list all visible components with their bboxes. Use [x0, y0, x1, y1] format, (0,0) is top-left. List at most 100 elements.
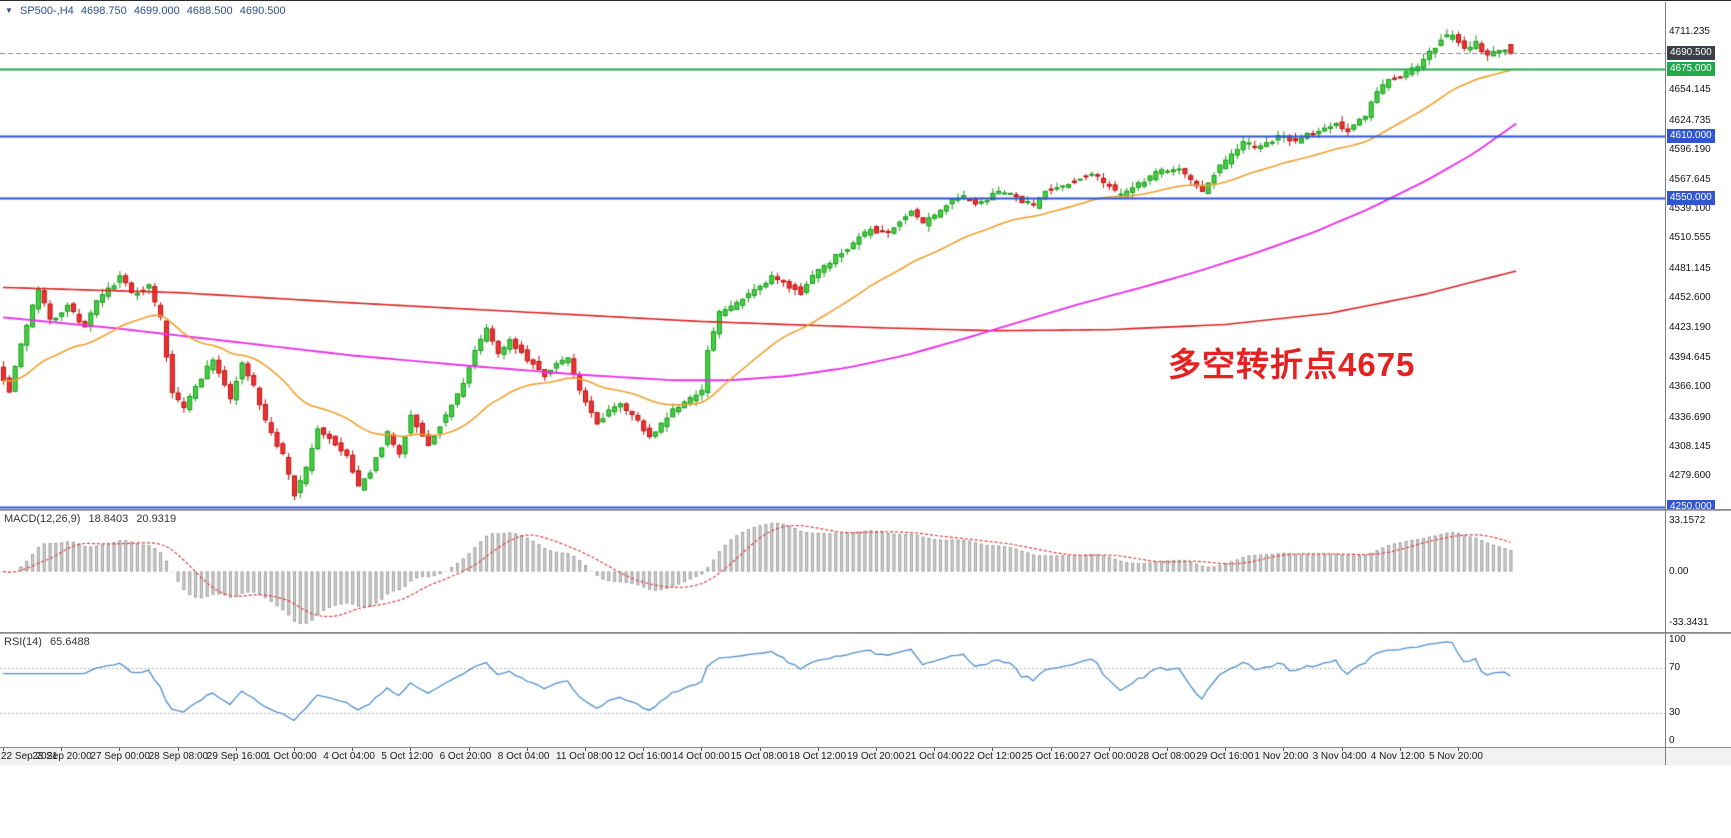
time-tick-label: 6 Oct 20:00 [439, 751, 492, 762]
macd-label: MACD(12,26,9) 18.8403 20.9319 [4, 513, 181, 525]
time-tick-label: 21 Oct 04:00 [905, 751, 963, 762]
time-tick-mark [3, 748, 4, 751]
price-badge-4690.500: 4690.500 [1667, 46, 1715, 60]
macd-name: MACD(12,26,9) [4, 513, 81, 525]
time-tick-mark [1167, 748, 1168, 751]
time-tick-mark [934, 748, 935, 751]
rsi-axis-label: 30 [1669, 707, 1681, 719]
time-tick-mark [61, 748, 62, 751]
time-tick-label: 19 Oct 20:00 [847, 751, 905, 762]
time-tick-mark [1400, 748, 1401, 751]
time-tick-label: 1 Nov 20:00 [1254, 751, 1309, 762]
macd-canvas[interactable] [0, 511, 1665, 632]
price-tick-label: 4596.190 [1669, 144, 1711, 156]
time-tick-label: 15 Oct 08:00 [730, 751, 788, 762]
panel-separator[interactable] [0, 509, 1731, 511]
annotation-text[interactable]: 多空转折点4675 [1168, 346, 1416, 383]
price-tick-label: 4279.600 [1669, 470, 1711, 482]
time-tick-label: 28 Oct 08:00 [1138, 751, 1196, 762]
rsi-panel: RSI(14) 65.6488 100 70 30 0 [0, 634, 1731, 747]
low-value: 4688.500 [186, 5, 233, 17]
price-tick-label: 4481.145 [1669, 262, 1711, 274]
time-tick-label: 12 Oct 16:00 [614, 751, 672, 762]
time-axis[interactable]: 22 Sep 2021 23 Sep 20:00 27 Sep 00:00 28 Se… [0, 747, 1731, 765]
macd-signal-value: 20.9319 [136, 513, 177, 525]
time-tick-mark [178, 748, 179, 751]
price-tick-label: 4366.100 [1669, 381, 1711, 393]
time-tick-label: 5 Nov 20:00 [1429, 751, 1483, 762]
macd-axis-label: 33.1572 [1669, 515, 1706, 526]
rsi-value: 65.6488 [49, 636, 90, 648]
time-tick-label: 14 Oct 00:00 [672, 751, 730, 762]
macd-axis-label: 0.00 [1669, 565, 1689, 577]
price-tick-label: 4423.190 [1669, 322, 1711, 334]
time-tick-mark [1109, 748, 1110, 751]
price-tick-label: 4452.600 [1669, 292, 1711, 304]
time-tick-label: 18 Oct 12:00 [788, 751, 847, 762]
time-tick-label: 8 Oct 04:00 [497, 751, 550, 762]
high-value: 4699.000 [133, 5, 180, 17]
time-tick-label: 4 Nov 12:00 [1370, 751, 1425, 762]
time-tick-mark [119, 748, 120, 751]
collapse-marker-icon[interactable]: ▼ [5, 6, 13, 15]
time-tick-label: 11 Oct 08:00 [556, 751, 613, 762]
time-tick-label: 5 Oct 12:00 [381, 751, 434, 762]
time-tick-mark [1225, 748, 1226, 751]
price-tick-label: 4567.645 [1669, 173, 1711, 185]
macd-panel: MACD(12,26,9) 18.8403 20.9319 33.1572 0.0… [0, 511, 1731, 632]
time-tick-label: 28 Sep 08:00 [148, 751, 209, 762]
price-axis[interactable]: 4711.235 4654.145 4624.735 4596.190 4567.645… [1666, 2, 1731, 514]
rsi-name: RSI(14) [4, 636, 42, 648]
time-tick-label: 1 Oct 00:00 [265, 751, 317, 762]
rsi-axis[interactable]: 100 70 30 0 [1666, 634, 1731, 747]
rsi-label: RSI(14) 65.6488 [4, 636, 95, 648]
price-tick-label: 4394.645 [1669, 351, 1711, 363]
price-tick-label: 4624.735 [1669, 114, 1711, 126]
macd-main-value: 18.8403 [88, 513, 129, 525]
time-tick-mark [643, 748, 644, 751]
time-tick-label: 25 Oct 16:00 [1021, 751, 1079, 762]
rsi-axis-label: 100 [1669, 634, 1686, 645]
time-tick-mark [876, 748, 877, 751]
axis-border [1665, 2, 1666, 765]
time-tick-label: 22 Oct 12:00 [963, 751, 1021, 762]
time-tick-label: 29 Oct 16:00 [1196, 751, 1254, 762]
time-tick-label: 27 Oct 00:00 [1079, 751, 1138, 762]
symbol-period-label: SP500-,H4 [19, 5, 74, 17]
time-tick-label: 29 Sep 16:00 [206, 751, 267, 762]
time-tick-mark [585, 748, 586, 751]
price-tick-label: 4711.235 [1669, 25, 1710, 37]
time-tick-mark [527, 748, 528, 751]
rsi-axis-label: 70 [1669, 661, 1681, 673]
price-tick-label: 4654.145 [1669, 84, 1711, 96]
price-tick-label: 4510.555 [1669, 232, 1711, 244]
price-tick-label: 4539.100 [1669, 203, 1711, 215]
time-tick-mark [1342, 748, 1343, 751]
time-tick-label: 3 Nov 04:00 [1312, 751, 1367, 762]
time-tick-label: 27 Sep 00:00 [90, 751, 150, 762]
time-tick-mark [294, 748, 295, 751]
rsi-canvas[interactable] [0, 634, 1665, 747]
price-badge-4550.000: 4550.000 [1667, 190, 1715, 205]
time-tick-mark [1458, 748, 1459, 751]
main-chart-panel: ▼ SP500-,H4 4698.750 4699.000 4688.500 4… [0, 2, 1731, 514]
time-tick-mark [1051, 748, 1052, 751]
macd-axis[interactable]: 33.1572 0.00 -33.3431 [1666, 511, 1731, 632]
chart-title-bar: ▼ SP500-,H4 4698.750 4699.000 4688.500 4… [5, 5, 290, 17]
rsi-axis-label: 0 [1669, 735, 1675, 746]
price-tick-label: 4308.145 [1669, 441, 1711, 453]
price-chart-canvas[interactable] [0, 2, 1665, 509]
time-tick-mark [701, 748, 702, 751]
time-tick-mark [410, 748, 411, 751]
time-tick-mark [818, 748, 819, 751]
panel-separator[interactable] [0, 632, 1731, 634]
macd-axis-label: -33.3431 [1669, 617, 1709, 628]
price-badge-4675.000: 4675.000 [1667, 61, 1715, 76]
time-tick-label: 22 Sep 2021 [1, 751, 58, 762]
time-tick-mark [992, 748, 993, 751]
price-badge-4610.000: 4610.000 [1667, 128, 1715, 143]
time-tick-mark [236, 748, 237, 751]
price-tick-label: 4336.690 [1669, 411, 1711, 423]
time-tick-mark [352, 748, 353, 751]
